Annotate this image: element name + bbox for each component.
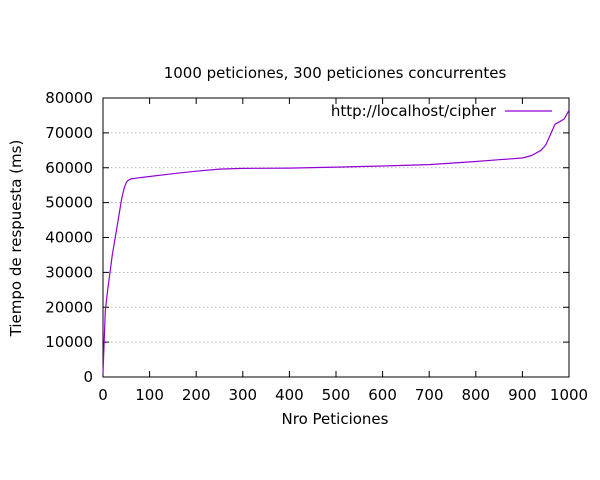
y-tick-label: 20000 <box>45 298 93 316</box>
legend: http://localhost/cipher <box>331 102 552 120</box>
series-line-0 <box>102 109 570 374</box>
x-tick-label: 200 <box>182 386 211 404</box>
x-tick-label: 0 <box>98 386 108 404</box>
y-tick-label: 60000 <box>45 159 93 177</box>
axis-ticks: 0100002000030000400005000060000700008000… <box>45 89 588 404</box>
y-tick-label: 70000 <box>45 124 93 142</box>
series-group <box>102 109 570 374</box>
y-tick-label: 50000 <box>45 194 93 212</box>
y-tick-label: 40000 <box>45 229 93 247</box>
x-tick-label: 300 <box>228 386 257 404</box>
x-tick-label: 100 <box>135 386 164 404</box>
y-axis-label: Tiempo de respuesta (ms) <box>7 140 25 338</box>
y-tick-label: 10000 <box>45 333 93 351</box>
y-tick-label: 30000 <box>45 263 93 281</box>
x-tick-label: 900 <box>508 386 537 404</box>
x-tick-label: 500 <box>322 386 351 404</box>
y-tick-label: 80000 <box>45 89 93 107</box>
legend-label-series: http://localhost/cipher <box>331 102 497 120</box>
x-axis-label: Nro Peticiones <box>282 410 389 428</box>
x-tick-label: 400 <box>275 386 304 404</box>
grid-lines <box>103 132 569 343</box>
x-tick-label: 1000 <box>550 386 588 404</box>
y-tick-label: 0 <box>83 368 93 386</box>
x-tick-label: 600 <box>368 386 397 404</box>
x-tick-label: 800 <box>461 386 490 404</box>
chart-title: 1000 peticiones, 300 peticiones concurre… <box>164 64 507 82</box>
x-tick-label: 700 <box>415 386 444 404</box>
